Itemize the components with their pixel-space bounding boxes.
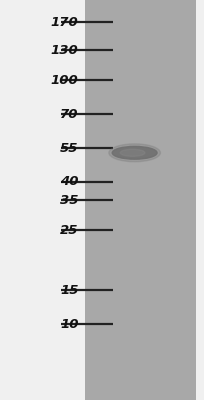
Bar xyxy=(85,0,196,400)
Ellipse shape xyxy=(112,146,157,159)
Text: 130: 130 xyxy=(51,44,79,56)
Text: 70: 70 xyxy=(60,108,79,120)
Ellipse shape xyxy=(109,144,161,162)
Text: 25: 25 xyxy=(60,224,79,236)
Text: 40: 40 xyxy=(60,176,79,188)
Text: 10: 10 xyxy=(60,318,79,330)
Text: 55: 55 xyxy=(60,142,79,154)
Text: 15: 15 xyxy=(60,284,79,296)
Ellipse shape xyxy=(120,149,145,156)
Text: 35: 35 xyxy=(60,194,79,206)
Text: 100: 100 xyxy=(51,74,79,86)
Text: 170: 170 xyxy=(51,16,79,28)
